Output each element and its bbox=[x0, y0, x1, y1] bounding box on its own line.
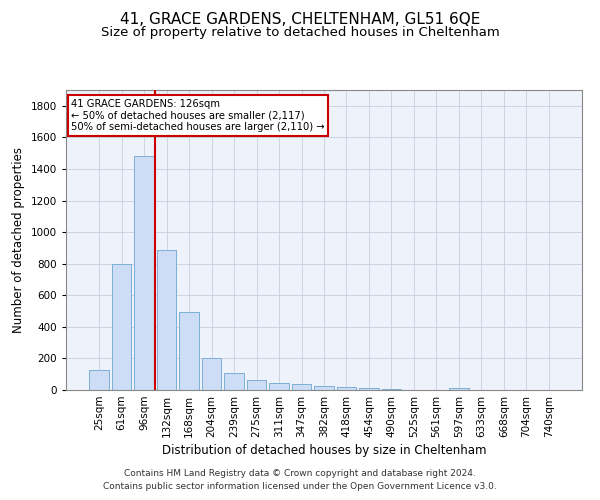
Bar bbox=[179, 312, 199, 390]
Bar bbox=[112, 264, 131, 390]
Bar bbox=[269, 383, 289, 390]
Bar bbox=[337, 387, 356, 390]
Text: 41, GRACE GARDENS, CHELTENHAM, GL51 6QE: 41, GRACE GARDENS, CHELTENHAM, GL51 6QE bbox=[120, 12, 480, 28]
Bar bbox=[247, 380, 266, 390]
Bar bbox=[292, 384, 311, 390]
Bar bbox=[134, 156, 154, 390]
Bar bbox=[449, 388, 469, 390]
Bar bbox=[224, 374, 244, 390]
Bar bbox=[382, 389, 401, 390]
Text: 41 GRACE GARDENS: 126sqm
← 50% of detached houses are smaller (2,117)
50% of sem: 41 GRACE GARDENS: 126sqm ← 50% of detach… bbox=[71, 99, 325, 132]
Text: Size of property relative to detached houses in Cheltenham: Size of property relative to detached ho… bbox=[101, 26, 499, 39]
Bar bbox=[89, 370, 109, 390]
Y-axis label: Number of detached properties: Number of detached properties bbox=[12, 147, 25, 333]
Text: Contains HM Land Registry data © Crown copyright and database right 2024.: Contains HM Land Registry data © Crown c… bbox=[124, 468, 476, 477]
Bar bbox=[359, 388, 379, 390]
Text: Contains public sector information licensed under the Open Government Licence v3: Contains public sector information licen… bbox=[103, 482, 497, 491]
X-axis label: Distribution of detached houses by size in Cheltenham: Distribution of detached houses by size … bbox=[162, 444, 486, 457]
Bar bbox=[157, 250, 176, 390]
Bar bbox=[202, 358, 221, 390]
Bar bbox=[314, 386, 334, 390]
